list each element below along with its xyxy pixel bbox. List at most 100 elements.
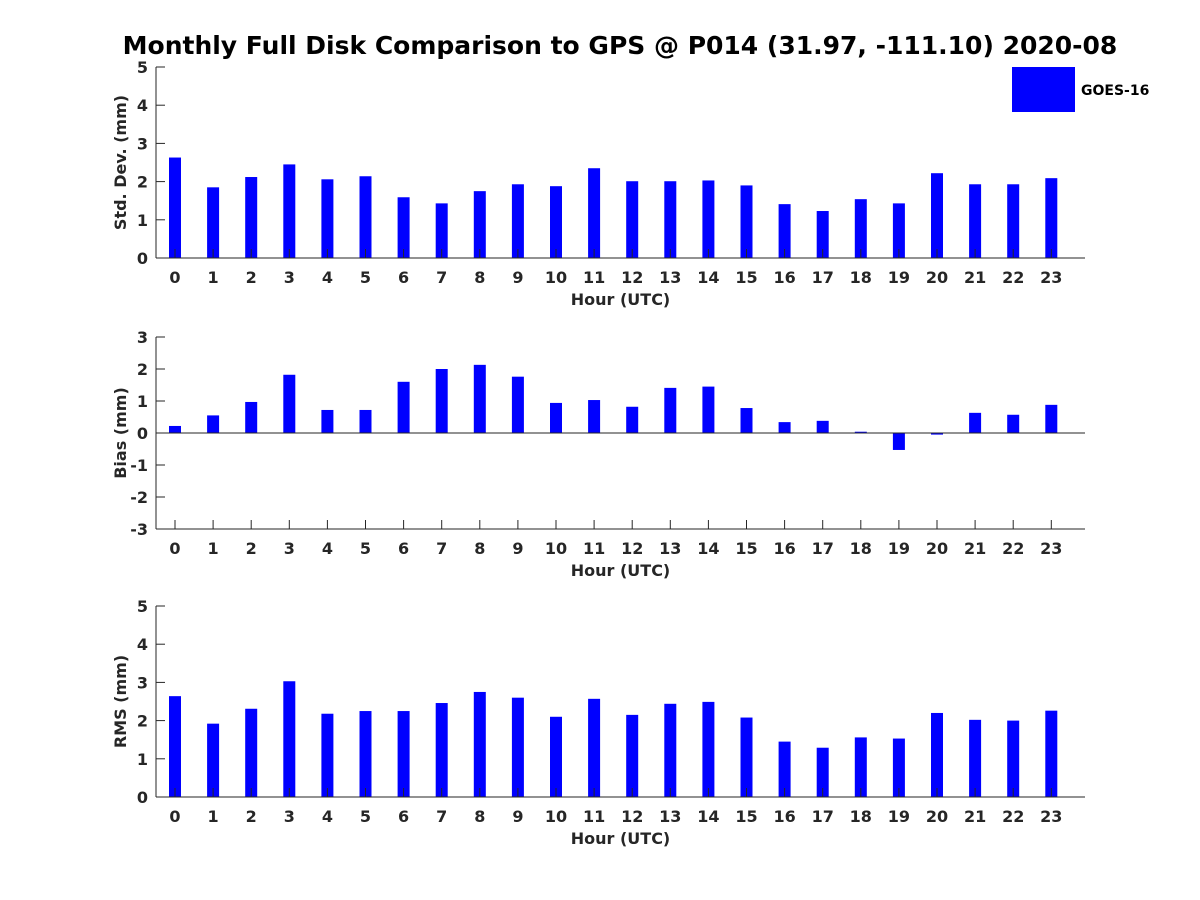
x-tick-label: 15 [735, 268, 757, 287]
x-tick-label: 10 [545, 807, 567, 826]
x-tick-label: 10 [545, 268, 567, 287]
x-tick-label: 22 [1002, 539, 1024, 558]
x-tick-label: 19 [888, 539, 910, 558]
bar-hour-17 [816, 747, 829, 797]
x-tick-label: 23 [1040, 807, 1062, 826]
x-tick-label: 12 [621, 807, 643, 826]
y-tick-label: 2 [137, 712, 148, 731]
bar-hour-15 [740, 408, 753, 433]
bar-hour-6 [397, 197, 410, 258]
x-tick-label: 7 [436, 807, 447, 826]
bar-hour-23 [1045, 404, 1058, 433]
x-tick-label: 11 [583, 539, 605, 558]
legend-swatch-goes16 [1012, 67, 1075, 112]
x-tick-label: 5 [360, 268, 371, 287]
x-axis-label: Hour (UTC) [571, 561, 671, 580]
bar-hour-17 [816, 420, 829, 433]
bar-hour-4 [321, 713, 334, 797]
x-tick-label: 3 [284, 539, 295, 558]
x-tick-label: 17 [812, 539, 834, 558]
bar-hour-19 [892, 738, 905, 797]
x-tick-label: 17 [812, 807, 834, 826]
y-tick-label: 4 [137, 635, 148, 654]
legend: GOES-16 [1012, 67, 1149, 112]
bar-hour-5 [359, 711, 372, 797]
x-tick-label: 1 [208, 268, 219, 287]
legend-label-goes16: GOES-16 [1081, 83, 1149, 99]
x-tick-label: 8 [474, 268, 485, 287]
bar-hour-21 [969, 412, 982, 433]
bar-hour-5 [359, 176, 372, 258]
y-tick-label: 1 [137, 392, 148, 411]
bar-hour-7 [435, 203, 448, 258]
x-tick-label: 3 [284, 807, 295, 826]
x-tick-label: 19 [888, 268, 910, 287]
x-tick-label: 4 [322, 807, 333, 826]
x-tick-label: 23 [1040, 268, 1062, 287]
bar-hour-20 [931, 173, 943, 258]
bar-hour-17 [816, 211, 829, 258]
x-tick-label: 13 [659, 807, 681, 826]
bar-hour-21 [969, 184, 982, 258]
bar-hour-21 [969, 719, 982, 797]
bar-hour-2 [245, 708, 258, 797]
bar-hour-4 [321, 409, 334, 433]
y-axis-label: RMS (mm) [111, 655, 130, 748]
x-tick-label: 20 [926, 268, 948, 287]
x-tick-label: 16 [773, 268, 795, 287]
x-tick-label: 11 [583, 268, 605, 287]
bar-hour-4 [321, 179, 334, 258]
bar-hour-18 [854, 431, 867, 433]
x-tick-label: 21 [964, 807, 986, 826]
bar-hour-2 [245, 177, 258, 258]
x-tick-label: 5 [360, 807, 371, 826]
bar-hour-13 [664, 181, 677, 258]
bar-hour-3 [283, 374, 296, 433]
x-tick-label: 7 [436, 539, 447, 558]
y-tick-label: 1 [137, 750, 148, 769]
y-tick-label: 5 [137, 597, 148, 616]
bar-hour-13 [664, 703, 677, 797]
x-tick-label: 0 [169, 268, 180, 287]
x-tick-label: 4 [322, 268, 333, 287]
x-tick-label: 21 [964, 268, 986, 287]
bar-hour-22 [1007, 414, 1020, 433]
bar-hour-1 [207, 723, 220, 797]
bar-hour-9 [511, 376, 524, 433]
bar-hour-8 [473, 191, 486, 258]
bar-hour-18 [854, 199, 867, 258]
x-tick-label: 19 [888, 807, 910, 826]
x-tick-label: 11 [583, 807, 605, 826]
bar-hour-16 [778, 741, 791, 797]
y-tick-label: 3 [137, 134, 148, 153]
x-tick-label: 21 [964, 539, 986, 558]
bar-hour-12 [626, 181, 639, 258]
y-tick-label: 1 [137, 211, 148, 230]
x-tick-label: 18 [850, 539, 872, 558]
x-tick-label: 1 [208, 807, 219, 826]
bar-hour-11 [588, 698, 601, 797]
x-tick-label: 22 [1002, 268, 1024, 287]
bar-hour-11 [588, 168, 601, 258]
y-axis-label: Std. Dev. (mm) [111, 95, 130, 230]
x-tick-label: 20 [926, 539, 948, 558]
bar-hour-8 [473, 691, 486, 797]
x-axis-label: Hour (UTC) [571, 290, 671, 309]
bar-hour-7 [435, 369, 448, 433]
x-tick-label: 18 [850, 807, 872, 826]
y-axis-label: Bias (mm) [111, 387, 130, 479]
x-tick-label: 9 [512, 268, 523, 287]
bar-hour-3 [283, 681, 296, 797]
x-tick-label: 14 [697, 268, 719, 287]
x-tick-label: 13 [659, 539, 681, 558]
bar-hour-1 [207, 187, 220, 258]
x-tick-label: 7 [436, 268, 447, 287]
x-tick-label: 9 [512, 539, 523, 558]
x-tick-label: 20 [926, 807, 948, 826]
bar-hour-23 [1045, 178, 1058, 258]
